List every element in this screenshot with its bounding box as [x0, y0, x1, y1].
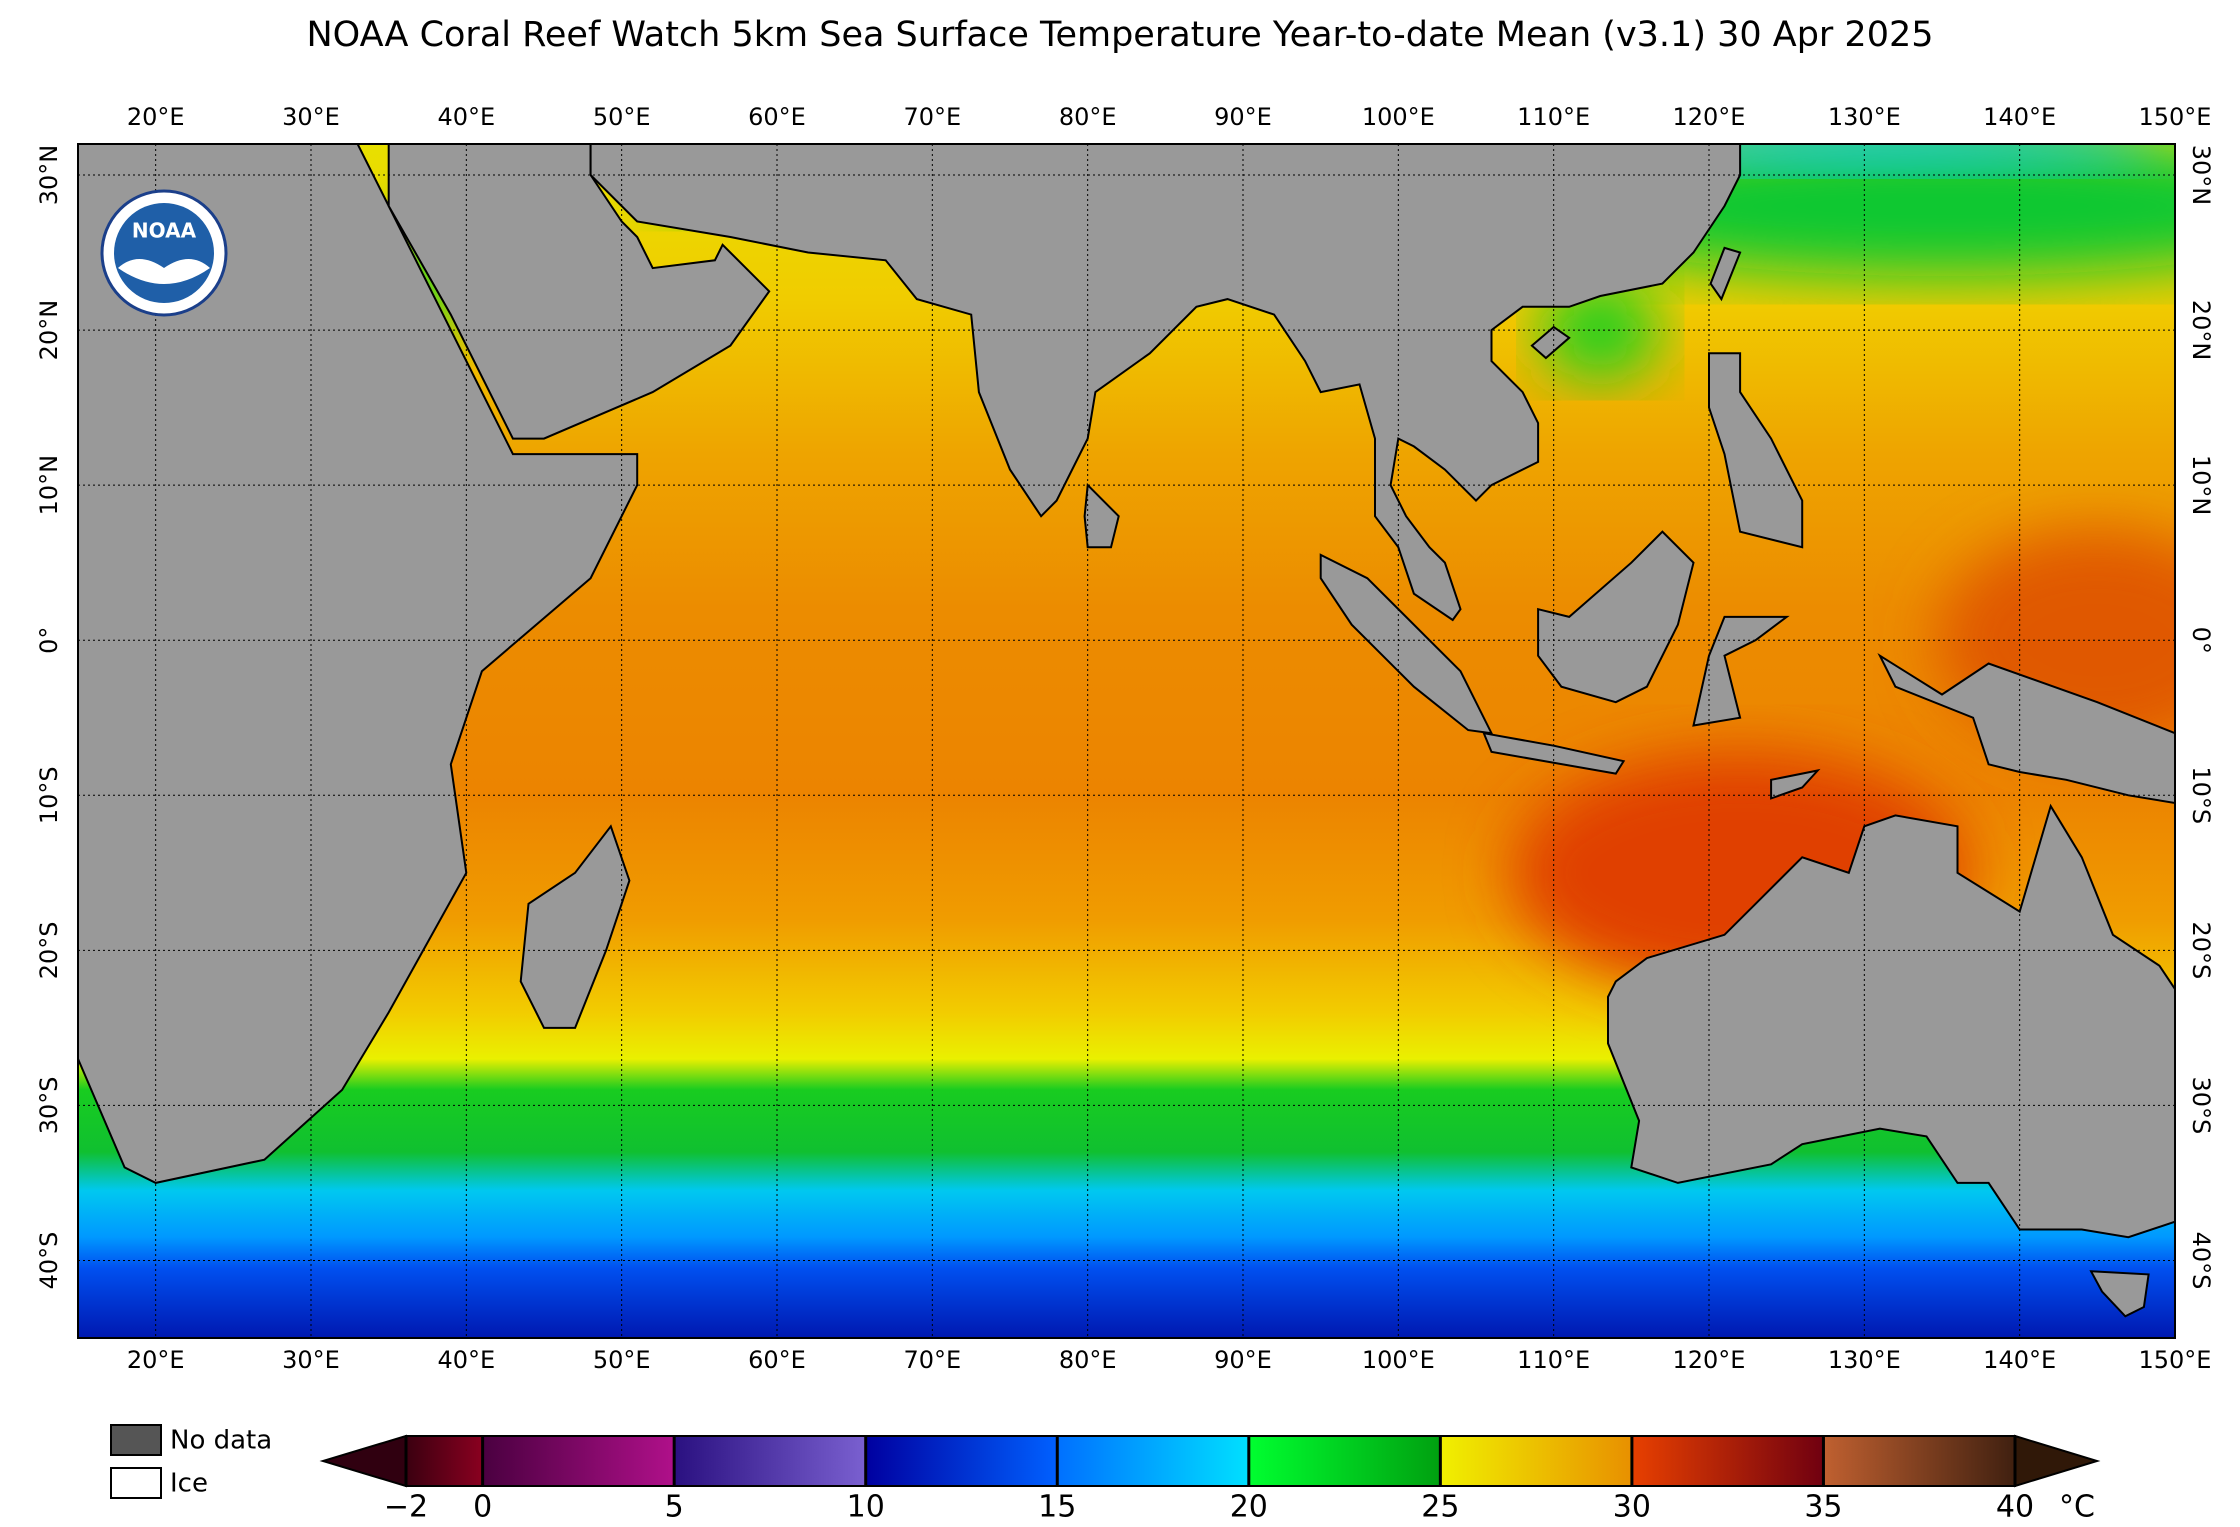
- colorbar-segment: [1440, 1436, 1632, 1486]
- land: [1530, 325, 1571, 360]
- lon-label: 120°E: [1673, 1346, 1746, 1374]
- land: [2089, 1270, 2150, 1318]
- lat-label: 30°S: [35, 1077, 63, 1135]
- lat-label: 30°N: [2187, 145, 2215, 206]
- lat-label: 10°S: [35, 766, 63, 824]
- lat-label: 0°: [35, 627, 63, 654]
- lon-label: 50°E: [593, 1346, 651, 1374]
- land: [387, 144, 771, 440]
- lon-label: 20°E: [127, 1346, 185, 1374]
- lon-label: 30°E: [282, 103, 340, 131]
- colorbar-tick-label: 5: [665, 1490, 684, 1525]
- map: [78, 144, 2175, 1338]
- colorbar-segment: [1631, 1436, 1824, 1486]
- land: [78, 144, 639, 1184]
- legend: No data Ice: [110, 1424, 272, 1499]
- colorbar-tick-label: −2: [384, 1490, 428, 1525]
- colorbar-segment: [1057, 1436, 1249, 1486]
- map-frame: [77, 143, 2176, 1339]
- lon-label: 90°E: [1214, 1346, 1272, 1374]
- land: [519, 824, 631, 1029]
- lat-label: 0°: [2187, 627, 2215, 654]
- lon-label: 150°E: [2139, 103, 2212, 131]
- lat-label: 10°N: [2187, 455, 2215, 515]
- lon-label: 60°E: [748, 103, 806, 131]
- lon-label: 60°E: [748, 1346, 806, 1374]
- colorbar-segment: [1823, 1436, 2015, 1486]
- lon-label: 40°E: [437, 1346, 495, 1374]
- lat-label: 20°S: [2187, 921, 2215, 979]
- lat-label: 20°S: [35, 921, 63, 979]
- lon-label: 140°E: [1983, 1346, 2056, 1374]
- logo: NOAA: [100, 189, 228, 317]
- lon-label: 30°E: [282, 1346, 340, 1374]
- colorbar-segment: [482, 1436, 675, 1486]
- land: [589, 144, 1742, 622]
- lon-label: 70°E: [903, 1346, 961, 1374]
- colorbar-segment: [406, 1436, 483, 1486]
- colorbar-extend-high: [2014, 1434, 2101, 1488]
- lon-label: 90°E: [1214, 103, 1272, 131]
- lat-label: 20°N: [35, 300, 63, 361]
- colorbar-frame: [405, 1435, 2016, 1487]
- colorbar-segment: [1248, 1436, 1441, 1486]
- colorbar-segment: [865, 1436, 1058, 1486]
- no-data-label: No data: [170, 1426, 272, 1456]
- land: [1709, 246, 1742, 302]
- ice-swatch: [110, 1467, 162, 1499]
- lat-label: 30°N: [35, 145, 63, 206]
- lon-label: 40°E: [437, 103, 495, 131]
- lon-label: 100°E: [1362, 1346, 1435, 1374]
- lat-label: 10°N: [35, 455, 63, 515]
- land: [1770, 768, 1821, 800]
- lon-label: 120°E: [1673, 103, 1746, 131]
- lon-label: 130°E: [1828, 1346, 1901, 1374]
- lon-label: 140°E: [1983, 103, 2056, 131]
- ice-label: Ice: [170, 1469, 208, 1499]
- colorbar-extend-low: [319, 1434, 407, 1488]
- land: [1708, 352, 1804, 549]
- lon-label: 70°E: [903, 103, 961, 131]
- colorbar-tick-label: 15: [1038, 1490, 1076, 1525]
- colorbar-tick-label: 10: [847, 1490, 885, 1525]
- lat-label: 30°S: [2187, 1077, 2215, 1135]
- colorbar: −2 0 5 10 15 20 25 30 35 40 °C: [319, 1434, 2101, 1525]
- colorbar-tick-label: 25: [1421, 1490, 1459, 1525]
- colorbar-tick-label: 0: [473, 1490, 492, 1525]
- logo-text: NOAA: [132, 219, 197, 243]
- lon-label: 20°E: [127, 103, 185, 131]
- lon-label: 110°E: [1517, 103, 1590, 131]
- colorbar-tick-label: 30: [1613, 1490, 1651, 1525]
- logo-bird: [118, 259, 210, 284]
- lat-label: 10°S: [2187, 766, 2215, 824]
- lon-label: 80°E: [1059, 103, 1117, 131]
- land: [1692, 615, 1790, 727]
- lon-label: 150°E: [2139, 1346, 2212, 1374]
- land: [1607, 803, 2175, 1239]
- colorbar-tick-label: 40: [1996, 1490, 2034, 1525]
- land: [1537, 530, 1695, 704]
- lon-label: 80°E: [1059, 1346, 1117, 1374]
- colorbar-tick-label: 20: [1230, 1490, 1268, 1525]
- lat-label: 40°S: [35, 1232, 63, 1290]
- lon-label: 50°E: [593, 103, 651, 131]
- colorbar-tick-label: 35: [1804, 1490, 1842, 1525]
- lat-label: 20°N: [2187, 300, 2215, 361]
- colorbar-segment: [674, 1436, 866, 1486]
- lon-label: 130°E: [1828, 103, 1901, 131]
- title: NOAA Coral Reef Watch 5km Sea Surface Te…: [306, 15, 1933, 55]
- no-data-swatch: [110, 1424, 162, 1456]
- lon-label: 100°E: [1362, 103, 1435, 131]
- land: [1083, 482, 1120, 549]
- colorbar-unit: °C: [2059, 1490, 2095, 1525]
- lon-label: 110°E: [1517, 1346, 1590, 1374]
- lat-label: 40°S: [2187, 1232, 2215, 1290]
- land: [1482, 731, 1626, 775]
